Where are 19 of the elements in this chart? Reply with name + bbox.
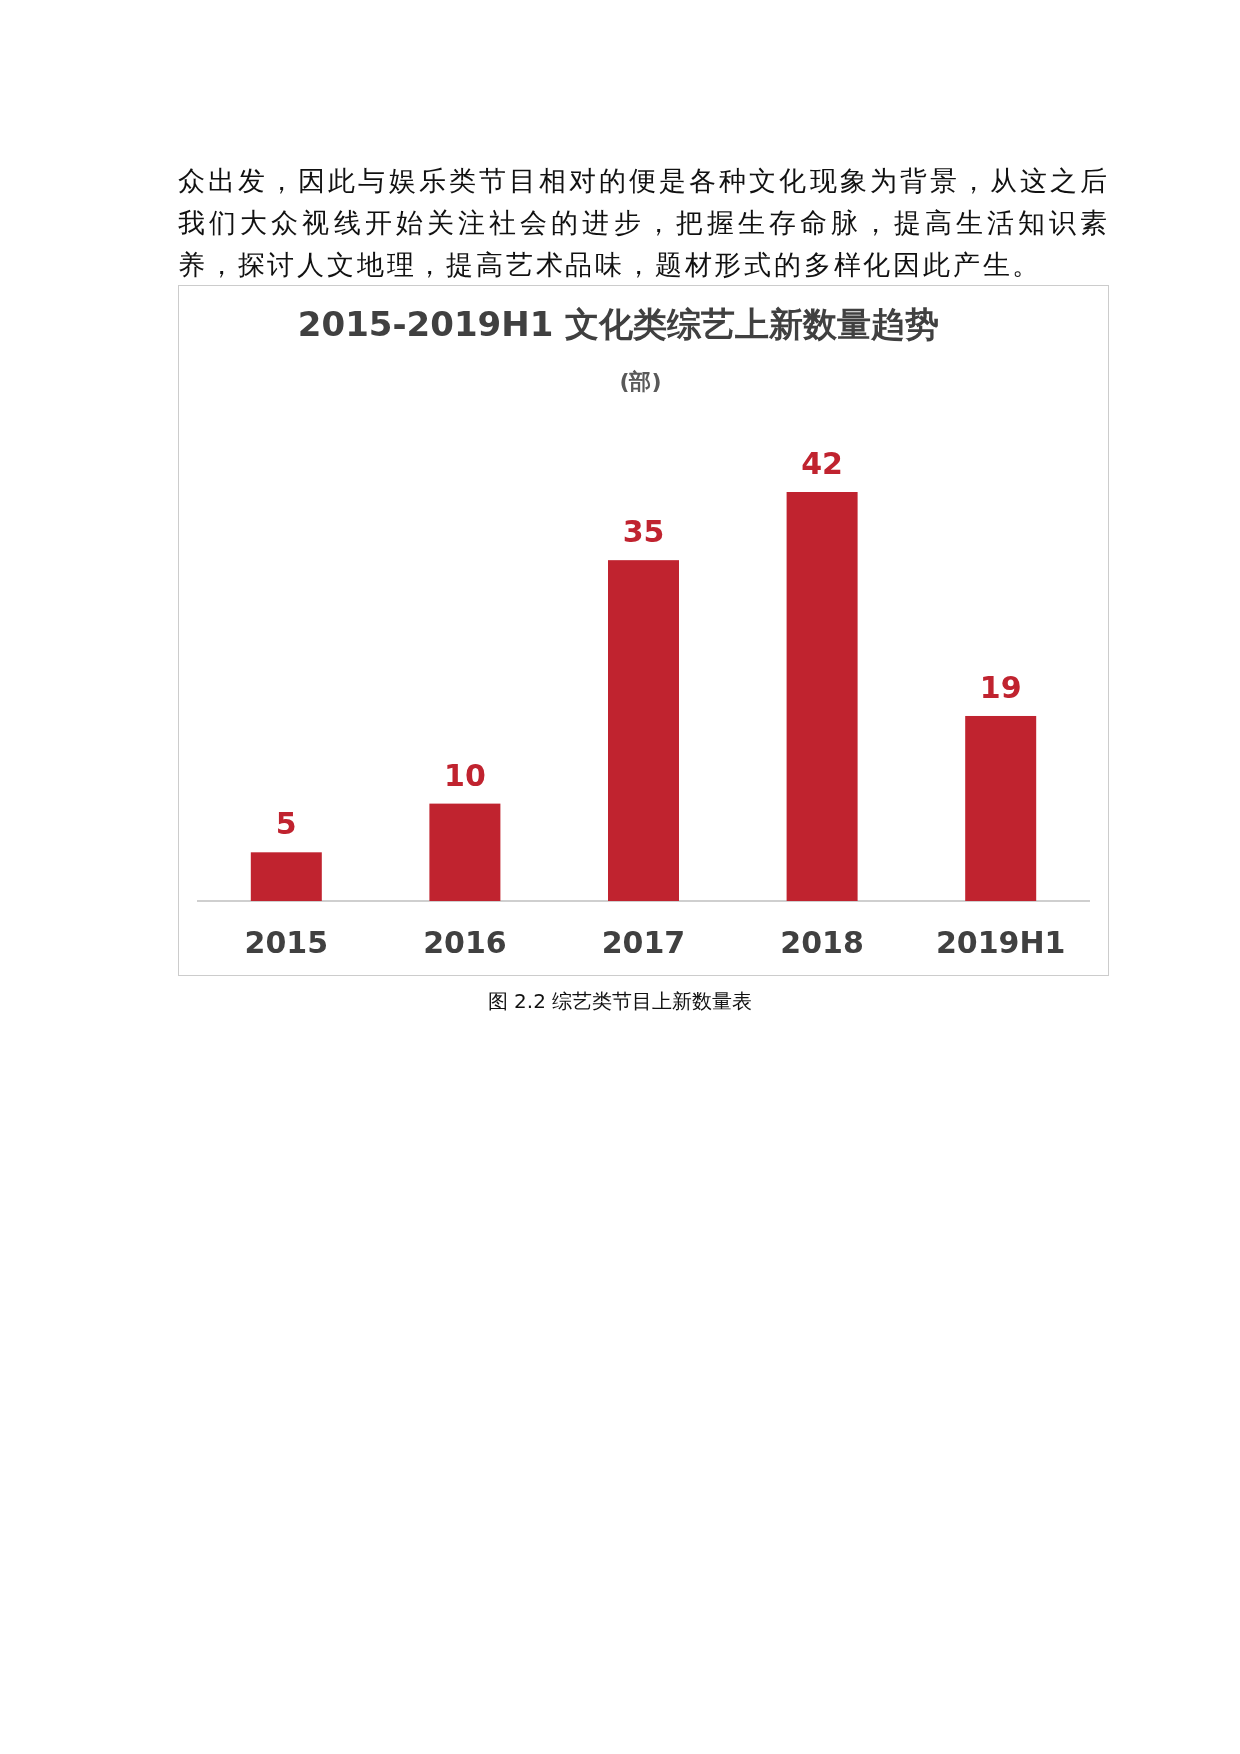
- data-label: 10: [444, 757, 486, 793]
- bar: [786, 492, 858, 901]
- bar: [608, 560, 679, 901]
- caption: 图 2.2 综艺类节目上新数量表: [486, 988, 754, 1015]
- data-label: 42: [801, 446, 843, 481]
- bar: [250, 852, 322, 901]
- x-tick-label: 2018: [780, 925, 864, 960]
- bar: [429, 803, 501, 901]
- text: 众出发，因此与娱乐类节目相对的便是各种文化现象为背景，从这之后我们大众视线开始关注社会的进步，把握生存命脉，提高生活知识素养，探讨人文地理，提高艺术品味，题材形式的多样化因此产生。: [178, 164, 1110, 282]
- x-tick-label: 2017: [601, 925, 686, 960]
- x-tick-label: 2015: [244, 925, 329, 960]
- data-label: 5: [275, 806, 297, 842]
- x-tick-label: 2019H1: [935, 925, 1066, 960]
- chart-title: 2015-2019H1 文化类综艺上新数量趋势: [297, 304, 940, 344]
- x-tick-label: 2016: [423, 925, 507, 960]
- bar: [965, 715, 1037, 901]
- data-label: 35: [622, 514, 665, 550]
- chart-subtitle: (部): [619, 369, 662, 394]
- data-label: 19: [979, 669, 1022, 705]
